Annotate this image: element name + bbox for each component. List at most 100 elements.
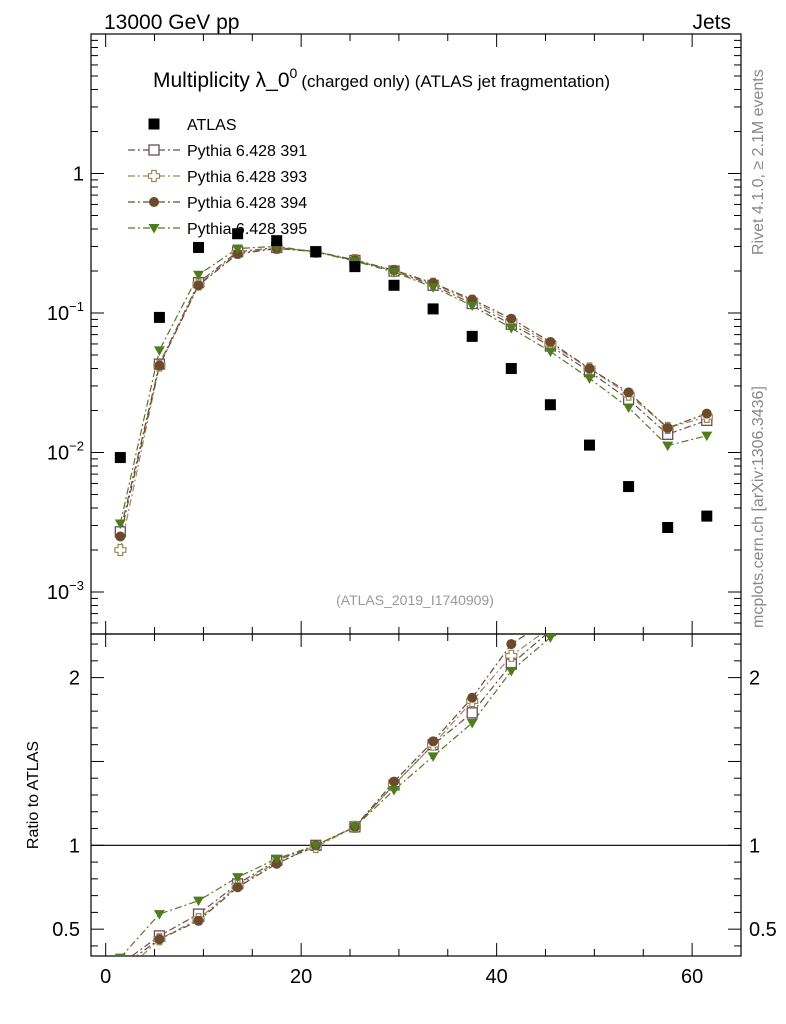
- ratio-point-3: [310, 841, 322, 851]
- series-point-2: [545, 336, 556, 347]
- series-point-3: [232, 244, 244, 254]
- ratio-point-3: [545, 634, 556, 643]
- series-point-3: [544, 347, 556, 357]
- ratio-point-1: [115, 971, 126, 982]
- atlas-point: [193, 241, 205, 253]
- ratio-point-2: [702, 538, 712, 548]
- ratio-point-3: [153, 910, 165, 920]
- ratio-point-2: [584, 589, 594, 599]
- x-tick-label: 40: [486, 966, 508, 988]
- ratio-point-2: [663, 555, 673, 565]
- series-point-2: [154, 360, 165, 371]
- series-point-3: [466, 301, 478, 312]
- series-point-2: [193, 280, 204, 291]
- ratio-tick-label-right: 1: [749, 835, 760, 857]
- ratio-point-2: [428, 736, 439, 747]
- ratio-point-0: [624, 589, 634, 599]
- series-point-3: [153, 346, 165, 356]
- legend-label: Pythia 6.428 393: [187, 169, 307, 186]
- ratio-point-1: [662, 563, 673, 574]
- series-point-2: [115, 531, 126, 542]
- ratio-point-2: [115, 963, 125, 973]
- y-tick-label: 10−1: [47, 299, 84, 325]
- series-point-3: [662, 441, 674, 452]
- ratio-point-2: [545, 614, 555, 624]
- series-point-2: [662, 422, 673, 433]
- x-tick-label: 20: [290, 966, 312, 988]
- series-line-1: [119, 247, 707, 551]
- series-point-3: [505, 324, 517, 334]
- atlas-point: [349, 261, 361, 273]
- y-tick-label: 10−3: [47, 578, 84, 604]
- ratio-point-3: [427, 752, 439, 762]
- ratio-tick-label: 2: [69, 668, 80, 690]
- series-point-3: [427, 283, 439, 293]
- x-tick-label: 60: [681, 966, 703, 988]
- ratio-point-2: [389, 776, 400, 787]
- ratio-line-2: [135, 634, 529, 956]
- ratio-point-2: [154, 934, 165, 945]
- atlas-point: [544, 399, 556, 411]
- ratio-point-3: [662, 581, 673, 591]
- series-point-2: [701, 408, 712, 419]
- legend-label: ATLAS: [187, 117, 237, 134]
- atlas-point: [662, 522, 674, 534]
- ratio-point-2: [193, 915, 204, 926]
- ratio-point-3: [466, 718, 478, 729]
- series-point-3: [388, 267, 400, 278]
- atlas-point: [427, 303, 439, 315]
- ratio-tick-label-right: 0.5: [749, 919, 777, 941]
- legend-label: Pythia 6.428 395: [187, 221, 307, 238]
- atlas-point: [114, 452, 126, 464]
- x-tick-label: 0: [100, 966, 111, 988]
- plot-title: Multiplicity λ_00 (charged only) (ATLAS j…: [153, 65, 610, 92]
- axis-tick-labels: 0 20 40 60 1 10−1 10−2 10−3 0.5 0.5 1 1 2 2: [47, 164, 777, 988]
- ratio-point-0: [584, 606, 594, 616]
- series-line-2: [119, 247, 708, 537]
- ratio-point-3: [584, 615, 595, 625]
- process-label: Jets: [692, 11, 731, 34]
- atlas-point: [505, 363, 517, 375]
- series-point-3: [701, 431, 713, 442]
- rivet-version-label: Rivet 4.1.0, ≥ 2.1M events: [750, 69, 767, 255]
- ratio-point-0: [115, 959, 125, 969]
- legend-marker: [149, 197, 159, 207]
- atlas-point: [153, 311, 165, 323]
- ratio-point-0: [466, 707, 478, 719]
- ratio-point-1: [505, 649, 518, 662]
- ratio-point-1: [584, 597, 595, 608]
- atlas-point: [701, 510, 713, 522]
- legend: ATLAS Pythia 6.428 391 Pythia 6.428 393 Pyt…: [128, 117, 307, 238]
- ratio-frame: [90, 633, 742, 957]
- ratio-point-3: [388, 785, 400, 796]
- series-point-3: [193, 270, 205, 281]
- ratio-point-3: [701, 565, 712, 575]
- ratio-point-3: [271, 854, 283, 865]
- ratio-point-1: [545, 622, 556, 633]
- ratio-point-3: [193, 896, 205, 907]
- ratio-tick-label-right: 2: [749, 668, 760, 690]
- series-point-2: [506, 313, 517, 324]
- ratio-point-1: [623, 580, 634, 591]
- atlas-point: [466, 330, 478, 342]
- legend-marker: [148, 224, 160, 234]
- legend-marker: [147, 169, 161, 183]
- ratio-point-3: [232, 873, 244, 883]
- atlas-point: [310, 246, 322, 258]
- ratio-tick-label: 1: [69, 835, 80, 857]
- series-point-2: [584, 363, 595, 374]
- source-label: mcplots.cern.ch [arXiv:1306.3436]: [750, 386, 767, 628]
- ratio-point-3: [623, 598, 634, 608]
- series-point-3: [623, 403, 635, 414]
- ratio-point-0: [663, 572, 673, 582]
- ratio-point-1: [701, 546, 712, 557]
- y-tick-label: 1: [73, 164, 84, 186]
- ratio-point-3: [114, 953, 126, 956]
- legend-label: Pythia 6.428 391: [187, 143, 307, 160]
- main-series: [114, 228, 713, 557]
- ratio-point-2: [232, 882, 243, 893]
- ratio-point-3: [349, 822, 361, 833]
- ratio-point-2: [624, 572, 634, 582]
- atlas-point: [232, 228, 244, 240]
